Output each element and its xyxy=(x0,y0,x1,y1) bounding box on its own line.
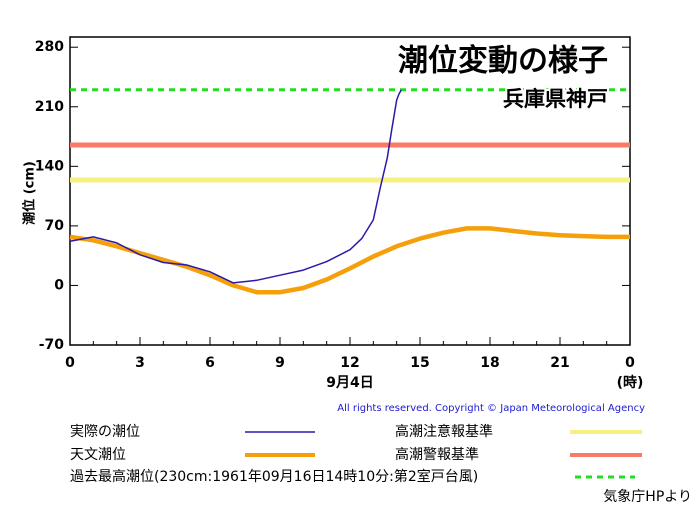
x-tick-label: 12 xyxy=(340,355,359,371)
legend-label: 実際の潮位 xyxy=(70,424,140,440)
series-line xyxy=(69,226,630,295)
x-tick-label: 21 xyxy=(550,355,569,371)
y-tick-label: 210 xyxy=(35,99,64,115)
x-axis-unit: (時) xyxy=(617,374,644,391)
source: 気象庁HPより xyxy=(603,489,692,505)
legend-label: 過去最高潮位(230cm:1961年09月16日14時10分:第2室戸台風) xyxy=(70,468,478,485)
grid-layer xyxy=(69,46,631,346)
x-tick-label: 9 xyxy=(275,355,285,371)
y-tick-label: 0 xyxy=(54,277,64,293)
y-tick-label: 280 xyxy=(35,39,64,55)
legend-label: 高潮注意報基準 xyxy=(395,423,493,440)
x-tick-label: 18 xyxy=(480,355,499,371)
chart-subtitle: 兵庫県神戸 xyxy=(503,87,608,111)
series-line xyxy=(69,89,402,284)
x-tick-label: 3 xyxy=(135,355,145,371)
y-axis-label: 潮位 (cm) xyxy=(22,161,38,225)
legend-label: 高潮警報基準 xyxy=(395,446,479,463)
x-tick-label: 15 xyxy=(410,355,429,371)
x-axis-label: 9月4日 xyxy=(326,375,373,391)
y-tick-label: 140 xyxy=(35,158,64,174)
mark-layer xyxy=(69,88,630,295)
plot-area xyxy=(69,36,631,346)
y-tick-label: -70 xyxy=(39,337,65,353)
x-tick-label: 6 xyxy=(205,355,215,371)
y-tick-label: 70 xyxy=(45,218,65,234)
copyright: All rights reserved. Copyright © Japan M… xyxy=(337,403,645,414)
x-tick-label: 0 xyxy=(625,355,635,371)
chart-title: 潮位変動の様子 xyxy=(398,44,608,79)
x-tick-label: 0 xyxy=(65,355,75,371)
legend-label: 天文潮位 xyxy=(70,447,126,463)
